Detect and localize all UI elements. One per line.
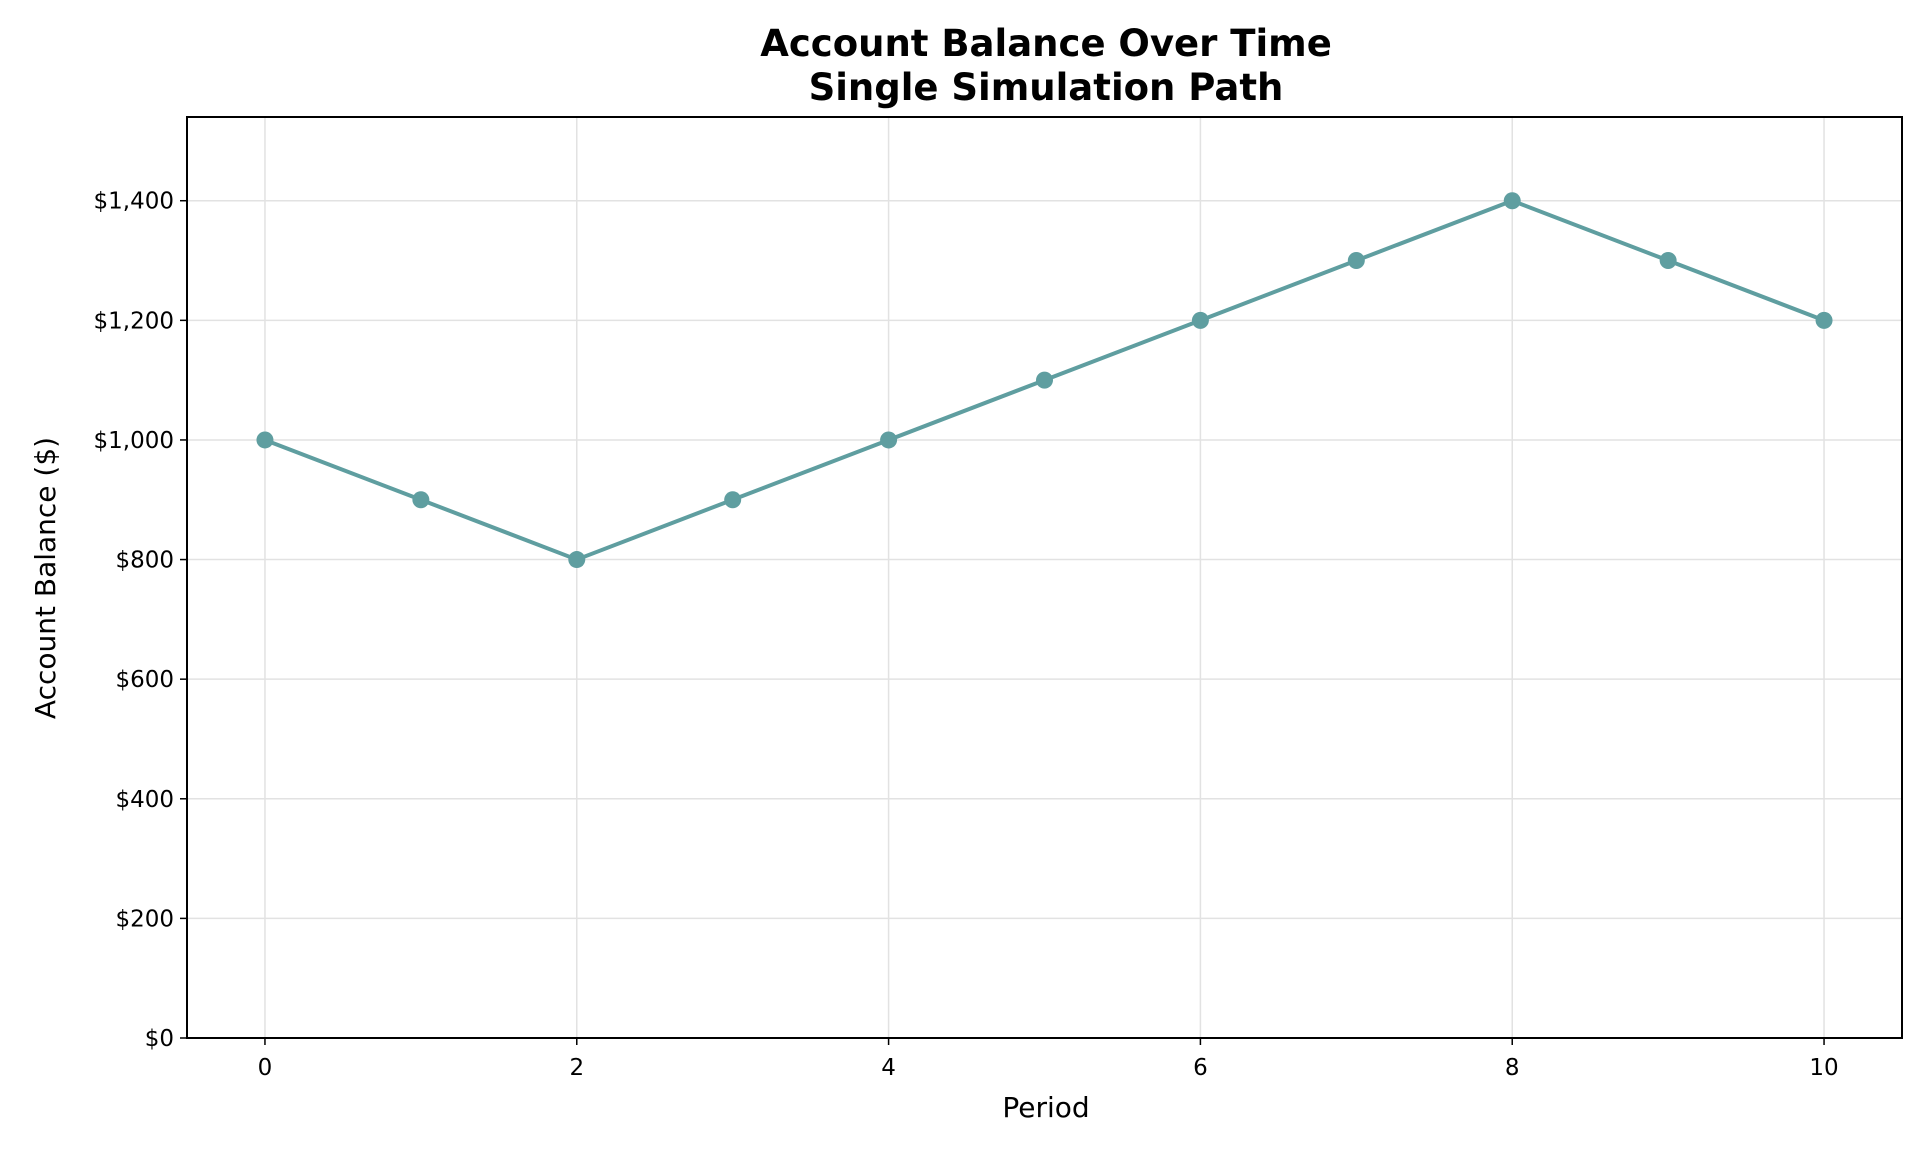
y-tick-label: $200 — [115, 906, 174, 932]
chart-title: Account Balance Over Time — [760, 22, 1332, 65]
y-tick-label: $1,400 — [94, 189, 174, 215]
y-tick-label: $800 — [115, 548, 174, 574]
plot-frame — [186, 116, 1903, 1039]
data-point — [256, 431, 274, 449]
data-point — [1347, 252, 1365, 270]
data-point — [1815, 311, 1833, 329]
y-tick-label: $1,200 — [94, 308, 174, 334]
series-layer — [256, 192, 1833, 569]
data-point — [1659, 252, 1677, 270]
x-tick-label: 4 — [881, 1055, 896, 1081]
x-tick-label: 0 — [258, 1055, 273, 1081]
chart-subtitle: Single Simulation Path — [809, 66, 1284, 109]
data-point — [880, 431, 898, 449]
data-point — [412, 491, 430, 509]
x-axis-label: Period — [1002, 1091, 1089, 1124]
x-tick-label: 2 — [569, 1055, 584, 1081]
y-tick-label: $600 — [115, 667, 174, 693]
y-tick-label: $400 — [115, 787, 174, 813]
data-point — [1503, 192, 1521, 210]
x-tick-label: 6 — [1193, 1055, 1208, 1081]
axis-ticks: 0 2 4 6 8 10 $0 $200 $400 $600 $800 $1,000 $1,200 $1,… — [94, 189, 1839, 1081]
y-tick-label: $0 — [145, 1026, 174, 1052]
y-tick-label: $1,000 — [94, 428, 174, 454]
data-point — [1036, 371, 1053, 389]
grid — [187, 117, 1902, 1039]
data-point — [724, 491, 742, 509]
y-axis-label: Account Balance ($) — [29, 437, 62, 719]
data-point — [568, 551, 586, 569]
data-point — [1191, 311, 1209, 329]
x-tick-label: 8 — [1505, 1055, 1520, 1081]
x-tick-label: 10 — [1809, 1055, 1838, 1081]
